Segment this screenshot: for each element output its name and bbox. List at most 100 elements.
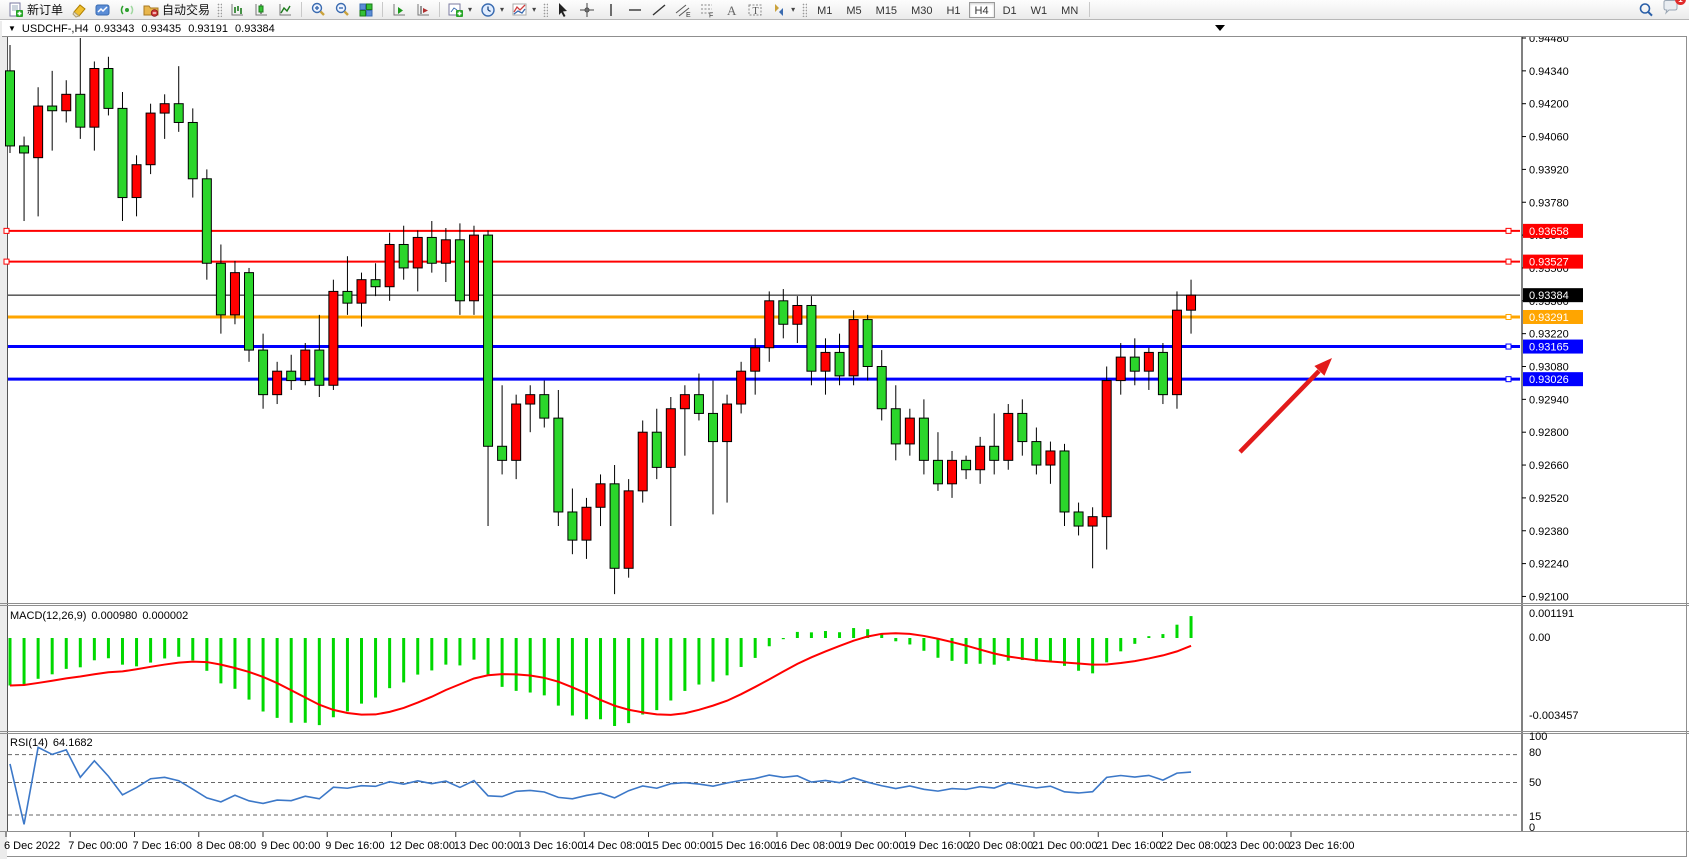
zoom-out-icon bbox=[335, 2, 349, 16]
indicators-icon bbox=[512, 3, 527, 15]
candle-body bbox=[975, 445, 986, 471]
price-tick-label: 0.93920 bbox=[1529, 164, 1569, 176]
periods-button[interactable]: ▾ bbox=[476, 1, 508, 19]
notifications-button[interactable]: 1 bbox=[1662, 0, 1686, 20]
toolbar-grip[interactable] bbox=[543, 2, 549, 17]
search-icon[interactable] bbox=[1638, 2, 1654, 18]
candle-body bbox=[637, 431, 648, 492]
scroll-position-marker[interactable] bbox=[1215, 25, 1225, 31]
macd-label: MACD(12,26,9) 0.000980 0.000002 bbox=[10, 610, 193, 622]
equidistant-channel-tool-button[interactable]: E bbox=[671, 1, 695, 19]
candle-body bbox=[258, 349, 269, 396]
candle-body bbox=[792, 304, 803, 325]
timeframe-button-m30[interactable]: M30 bbox=[911, 4, 933, 17]
annotation-arrow-head[interactable] bbox=[1314, 358, 1332, 376]
timeframe-button-h4[interactable]: H4 bbox=[968, 1, 995, 18]
timeframe-button-w1[interactable]: W1 bbox=[1030, 4, 1048, 17]
text-label-tool-button[interactable]: T bbox=[743, 1, 767, 19]
zoom-in-button[interactable] bbox=[306, 1, 330, 19]
time-axis-label: 19 Dec 16:00 bbox=[904, 840, 969, 852]
candle-body bbox=[412, 236, 423, 269]
candle-body bbox=[1186, 294, 1197, 311]
toolbar-grip[interactable] bbox=[217, 2, 223, 17]
arrows-tool-button[interactable]: ▾ bbox=[767, 1, 799, 19]
candle-body bbox=[272, 370, 283, 396]
price-tick-label: 0.92240 bbox=[1529, 559, 1569, 571]
new-chart-button[interactable]: ▾ bbox=[444, 1, 476, 19]
candle-body bbox=[623, 490, 634, 569]
price-tick-label: 0.92940 bbox=[1529, 394, 1569, 406]
chat-bubble-icon bbox=[1663, 0, 1678, 15]
timeframe-button-h1[interactable]: H1 bbox=[946, 4, 961, 17]
candle-body bbox=[848, 319, 859, 377]
time-axis-label: 19 Dec 00:00 bbox=[839, 840, 904, 852]
timeframe-button-d1[interactable]: D1 bbox=[1002, 4, 1017, 17]
timeframe-group: M1 M5 M15 M30 H1 H4 D1 W1 MN bbox=[810, 1, 1085, 18]
line-handle[interactable] bbox=[1505, 343, 1512, 350]
time-axis-label: 7 Dec 16:00 bbox=[133, 840, 192, 852]
cursor-tool-button[interactable] bbox=[551, 1, 575, 19]
candle-body bbox=[862, 319, 873, 367]
chart-shift-button[interactable] bbox=[411, 1, 435, 19]
line-chart-button[interactable] bbox=[273, 1, 297, 19]
candle-body bbox=[665, 408, 676, 468]
publish-chart-button[interactable] bbox=[91, 1, 115, 19]
candlestick-chart-icon bbox=[255, 3, 268, 15]
candle-body bbox=[904, 417, 915, 445]
time-axis-label: 23 Dec 00:00 bbox=[1225, 840, 1290, 852]
text-tool-button[interactable]: A bbox=[719, 1, 743, 19]
timeframe-button-m5[interactable]: M5 bbox=[846, 4, 862, 17]
candle-body bbox=[33, 105, 44, 159]
line-handle[interactable] bbox=[1505, 313, 1512, 320]
new-order-button[interactable]: 新订单 bbox=[4, 1, 67, 19]
line-handle[interactable] bbox=[3, 227, 10, 234]
candle-body bbox=[961, 459, 972, 471]
timeframe-button-m15[interactable]: M15 bbox=[875, 4, 898, 17]
signals-button[interactable] bbox=[115, 1, 139, 19]
autotrade-button[interactable]: 自动交易 bbox=[139, 1, 214, 19]
horizontal-line-tool-button[interactable] bbox=[623, 1, 647, 19]
candle-body bbox=[47, 105, 58, 112]
vertical-line-tool-button[interactable] bbox=[599, 1, 623, 19]
time-axis-label: 23 Dec 16:00 bbox=[1289, 840, 1354, 852]
candle-body bbox=[722, 403, 733, 443]
line-handle[interactable] bbox=[1505, 227, 1512, 234]
crosshair-tool-button[interactable] bbox=[575, 1, 599, 19]
candle-body bbox=[708, 412, 718, 443]
price-line-label-box bbox=[1523, 288, 1583, 303]
candle-body bbox=[820, 351, 831, 372]
line-handle[interactable] bbox=[1505, 258, 1512, 265]
candle-body bbox=[1157, 351, 1168, 396]
time-axis-label: 21 Dec 16:00 bbox=[1096, 840, 1161, 852]
timeframe-button-m1[interactable]: M1 bbox=[817, 4, 833, 17]
candle-body bbox=[440, 239, 451, 264]
toolbar-grip[interactable] bbox=[802, 2, 808, 17]
indicators-button[interactable]: ▾ bbox=[508, 1, 540, 19]
line-handle[interactable] bbox=[3, 258, 10, 265]
svg-text:T: T bbox=[753, 6, 759, 17]
tile-windows-button[interactable] bbox=[354, 1, 378, 19]
rsi-axis-label: 100 bbox=[1529, 731, 1547, 743]
rsi-axis-label: 80 bbox=[1529, 747, 1541, 759]
time-axis-label: 14 Dec 08:00 bbox=[582, 840, 647, 852]
candle-body bbox=[651, 431, 662, 468]
time-axis-label: 16 Dec 08:00 bbox=[775, 840, 840, 852]
trendline-tool-button[interactable] bbox=[647, 1, 671, 19]
auto-scroll-button[interactable] bbox=[387, 1, 411, 19]
svg-text:A: A bbox=[727, 3, 737, 18]
rsi-line bbox=[9, 746, 1192, 825]
zoom-out-button[interactable] bbox=[330, 1, 354, 19]
ohlc-open: 0.93343 bbox=[94, 22, 135, 35]
timeframe-button-mn[interactable]: MN bbox=[1061, 4, 1079, 17]
gold-marker-button[interactable] bbox=[67, 1, 91, 19]
dropdown-caret: ▾ bbox=[468, 5, 473, 14]
line-handle[interactable] bbox=[1505, 376, 1512, 383]
fibonacci-tool-button[interactable]: F bbox=[695, 1, 719, 19]
annotation-arrow-shaft[interactable] bbox=[1238, 369, 1321, 454]
chart-menu-caret[interactable]: ▼ bbox=[8, 24, 16, 33]
candle-body bbox=[1031, 441, 1042, 466]
bar-chart-button[interactable] bbox=[225, 1, 249, 19]
candle-body bbox=[356, 279, 367, 304]
candlestick-chart-button[interactable] bbox=[249, 1, 273, 19]
